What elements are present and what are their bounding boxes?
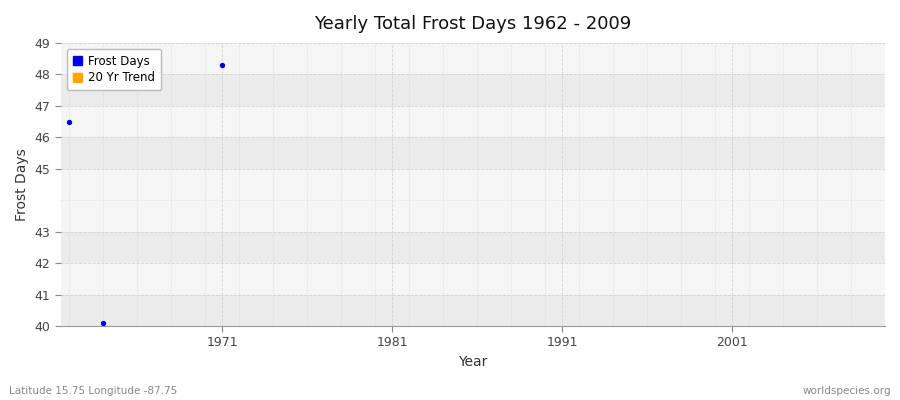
X-axis label: Year: Year (458, 355, 488, 369)
Y-axis label: Frost Days: Frost Days (15, 148, 29, 221)
Bar (61, 263, 885, 294)
Bar (61, 43, 885, 74)
Bar (61, 294, 885, 326)
Bar (61, 74, 885, 106)
Text: Latitude 15.75 Longitude -87.75: Latitude 15.75 Longitude -87.75 (9, 386, 177, 396)
Bar (61, 169, 885, 232)
Point (62, 118, 77, 125)
Point (96, 320, 111, 326)
Bar (61, 137, 885, 169)
Title: Yearly Total Frost Days 1962 - 2009: Yearly Total Frost Days 1962 - 2009 (314, 15, 632, 33)
Text: worldspecies.org: worldspecies.org (803, 386, 891, 396)
Bar (61, 106, 885, 137)
Legend: Frost Days, 20 Yr Trend: Frost Days, 20 Yr Trend (67, 49, 161, 90)
Bar (61, 232, 885, 263)
Bar (61, 12, 885, 43)
Point (215, 62, 230, 68)
